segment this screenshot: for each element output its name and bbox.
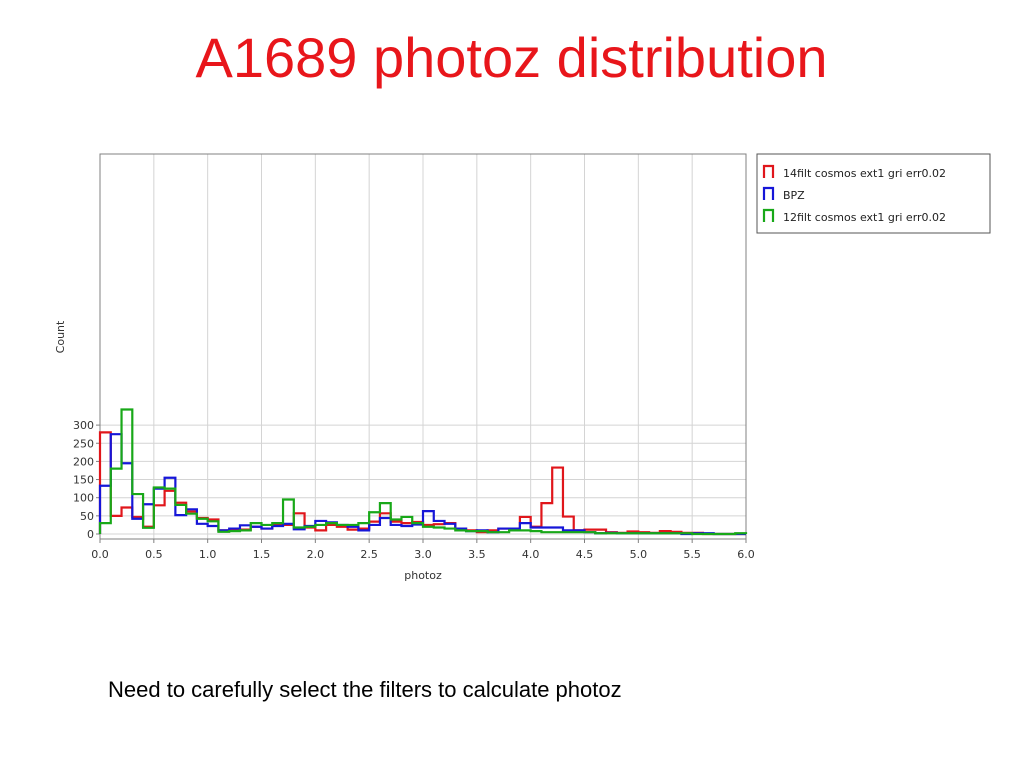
x-axis-label: photoz <box>404 569 442 582</box>
x-tick-label: 5.0 <box>630 548 648 561</box>
plot-frame <box>99 153 747 540</box>
y-tick-label: 300 <box>73 419 94 432</box>
x-tick-label: 1.5 <box>253 548 271 561</box>
legend-label: 14filt cosmos ext1 gri err0.02 <box>783 167 946 180</box>
legend-swatch <box>762 186 775 200</box>
y-axis-label: Count <box>54 320 67 353</box>
x-tick-labels: 0.0 0.5 1.0 1.5 2.0 2.5 3.0 3.5 4.0 4.5 5.0 5.5 6.0 <box>91 548 755 561</box>
legend: 14filt cosmos ext1 gri err0.02 BPZ 12filt … <box>756 153 991 234</box>
x-tick-label: 5.5 <box>683 548 701 561</box>
series-line-3 <box>98 408 748 536</box>
legend-box <box>756 153 991 234</box>
y-tick-label: 0 <box>87 528 94 541</box>
y-tick-label: 250 <box>73 437 94 450</box>
x-tick-label: 0.0 <box>91 548 109 561</box>
y-tick-label: 50 <box>80 510 94 523</box>
legend-swatch <box>762 164 775 178</box>
x-tick-label: 2.5 <box>360 548 378 561</box>
legend-swatch <box>762 208 775 222</box>
grid-lines <box>96 154 747 543</box>
x-tick-label: 3.5 <box>468 548 486 561</box>
legend-label: BPZ <box>783 189 805 202</box>
slide-title: A1689 photoz distribution <box>195 26 828 89</box>
y-tick-label: 150 <box>73 474 94 487</box>
x-tick-label: 6.0 <box>737 548 755 561</box>
x-tick-label: 3.0 <box>414 548 432 561</box>
series-group <box>98 408 748 536</box>
y-tick-label: 200 <box>73 455 94 468</box>
x-tick-label: 2.0 <box>307 548 325 561</box>
x-tick-label: 0.5 <box>145 548 163 561</box>
y-tick-label: 100 <box>73 492 94 505</box>
slide-caption: Need to carefully select the filters to … <box>108 677 622 702</box>
x-tick-label: 1.0 <box>199 548 217 561</box>
x-tick-label: 4.0 <box>522 548 540 561</box>
legend-label: 12filt cosmos ext1 gri err0.02 <box>783 211 946 224</box>
x-tick-label: 4.5 <box>576 548 594 561</box>
y-tick-labels: 0 50 100 150 200 250 300 <box>73 419 94 541</box>
